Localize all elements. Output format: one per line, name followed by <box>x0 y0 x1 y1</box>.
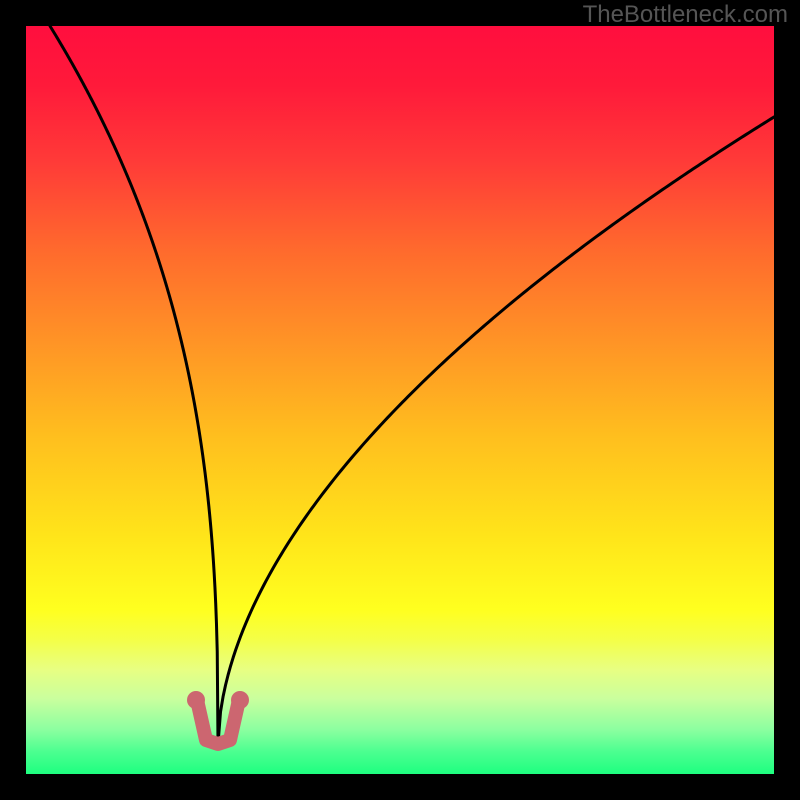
bottleneck-chart: TheBottleneck.com <box>0 0 800 800</box>
optimal-range-dot-right <box>231 691 249 709</box>
optimal-range-dot-left <box>187 691 205 709</box>
plot-background <box>26 26 774 774</box>
chart-container: TheBottleneck.com <box>0 0 800 800</box>
watermark-text: TheBottleneck.com <box>583 1 788 28</box>
